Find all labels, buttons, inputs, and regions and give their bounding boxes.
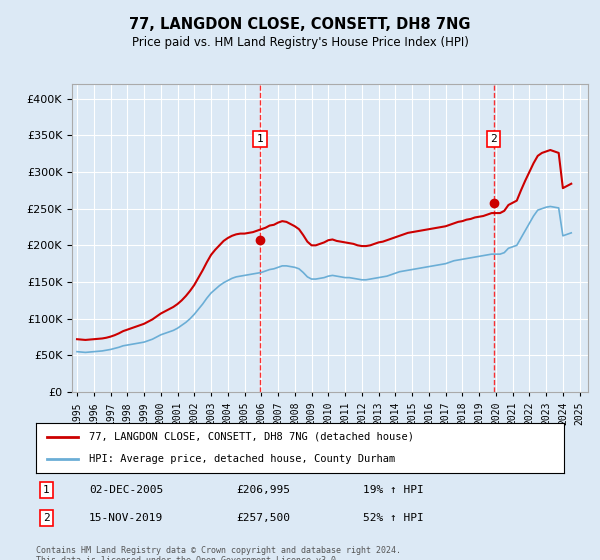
Text: 19% ↑ HPI: 19% ↑ HPI — [364, 485, 424, 495]
Text: Contains HM Land Registry data © Crown copyright and database right 2024.
This d: Contains HM Land Registry data © Crown c… — [36, 546, 401, 560]
Text: 02-DEC-2005: 02-DEC-2005 — [89, 485, 163, 495]
Text: Price paid vs. HM Land Registry's House Price Index (HPI): Price paid vs. HM Land Registry's House … — [131, 36, 469, 49]
Text: 52% ↑ HPI: 52% ↑ HPI — [364, 513, 424, 523]
Text: 77, LANGDON CLOSE, CONSETT, DH8 7NG (detached house): 77, LANGDON CLOSE, CONSETT, DH8 7NG (det… — [89, 432, 414, 442]
Text: HPI: Average price, detached house, County Durham: HPI: Average price, detached house, Coun… — [89, 454, 395, 464]
Text: 1: 1 — [257, 134, 263, 144]
Text: £206,995: £206,995 — [236, 485, 290, 495]
Text: 15-NOV-2019: 15-NOV-2019 — [89, 513, 163, 523]
Text: £257,500: £257,500 — [236, 513, 290, 523]
Text: 2: 2 — [43, 513, 50, 523]
Text: 77, LANGDON CLOSE, CONSETT, DH8 7NG: 77, LANGDON CLOSE, CONSETT, DH8 7NG — [129, 17, 471, 32]
Text: 2: 2 — [490, 134, 497, 144]
Text: 1: 1 — [43, 485, 50, 495]
